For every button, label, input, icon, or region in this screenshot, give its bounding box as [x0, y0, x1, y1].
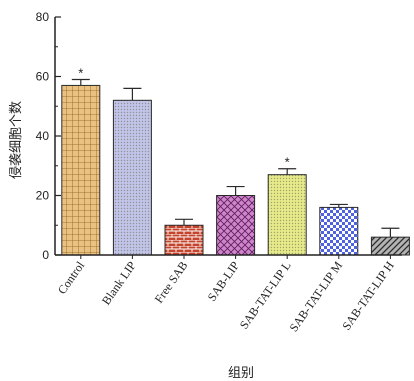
bar-1	[112, 99, 152, 256]
y-tick-label-2: 40	[36, 129, 50, 143]
bar-3	[216, 195, 256, 256]
bar-2	[164, 224, 204, 256]
y-axis-title: 侵袭细胞个数	[8, 101, 24, 179]
y-tick-label-0: 0	[42, 248, 49, 262]
bar-4	[267, 174, 307, 256]
y-tick-label-4: 80	[36, 10, 50, 24]
x-tick-label-6: SAB-TAT-LIP H	[339, 258, 397, 332]
x-tick-label-0: Control	[55, 258, 88, 297]
x-tick-label-5: SAB-TAT-LIP M	[286, 258, 345, 334]
y-tick-label-3: 60	[36, 70, 50, 84]
bar-6	[370, 236, 410, 256]
x-axis-title: 组别	[228, 366, 254, 381]
significance-marker-0: *	[78, 65, 83, 80]
x-tick-label-3: SAB-LIP	[205, 258, 243, 303]
x-tick-label-4: SAB-TAT-LIP L	[237, 259, 294, 332]
y-tick-label-1: 20	[36, 189, 50, 203]
bar-0	[61, 84, 101, 256]
bar-5	[319, 206, 359, 256]
bars-layer: **	[61, 65, 410, 256]
x-tick-label-2: Free SAB	[152, 259, 191, 306]
x-tick-label-1: Blank LIP	[99, 258, 139, 307]
significance-marker-4: *	[285, 155, 290, 170]
